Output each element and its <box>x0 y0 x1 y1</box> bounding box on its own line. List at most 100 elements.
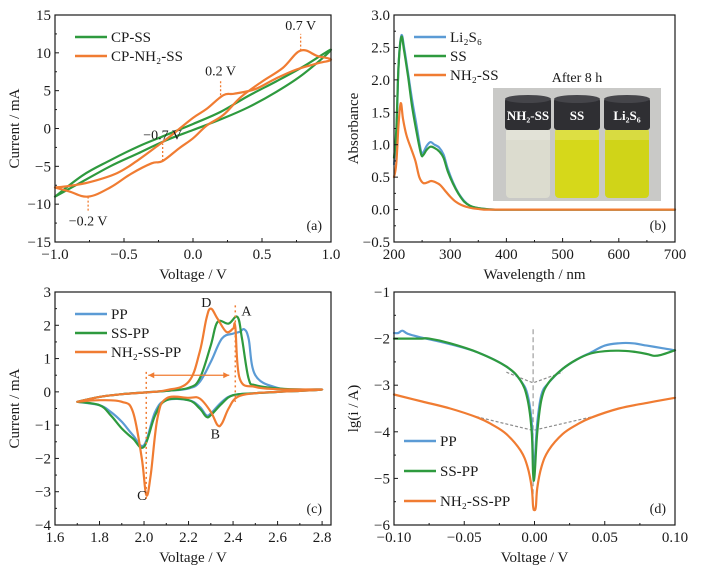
peak-label-d: D <box>201 296 211 311</box>
y-tick-label: −10 <box>28 197 51 213</box>
panel-d-marks <box>392 329 677 512</box>
vial-liquid <box>605 128 649 198</box>
legend-label: PP <box>440 434 457 450</box>
series-line-ss-pp <box>392 337 677 482</box>
panel-c-cv-cells: A B C D 1.6 1.8 2.0 2.2 2.4 2.6 2.8 −4 −3 −2 −1 0 1 2 3 V… <box>7 285 332 566</box>
y-tick-label: −5 <box>35 159 51 175</box>
panel-b-inset-photo: After 8 h NH₂-SS SS Li₂S₆ <box>493 71 661 201</box>
panel-a-ylabel: Current / mA <box>7 88 23 168</box>
x-tick-label: −0.05 <box>447 530 482 546</box>
legend-label: Li₂S₆ <box>450 30 482 46</box>
series-line-cp-nh-ss <box>53 49 333 198</box>
legend-label: NH₂-SS <box>450 68 499 84</box>
x-tick-label: 1.0 <box>322 247 341 263</box>
panel-b-ylabel: Absorbance <box>346 92 362 164</box>
vial-glass-highlight <box>555 128 599 140</box>
panel-c-xlabel: Voltage / V <box>159 550 227 566</box>
panel-c-ylabel: Current / mA <box>7 368 23 448</box>
panel-b-xlabel: Wavelength / nm <box>483 267 585 283</box>
y-tick-label: −3 <box>374 378 390 394</box>
legend-label: SS <box>450 49 467 65</box>
vial-cap-top <box>554 95 600 103</box>
panel-a-ticks: −1.0 −0.5 0.0 0.5 1.0 −15 −10 −5 0 5 10 15 <box>28 8 341 263</box>
panel-a-marks: 0.7 V 0.2 V −0.7 V −0.2 V <box>53 19 333 230</box>
arrow-head-left-icon <box>148 372 155 379</box>
panel-a-legend: CP-SS CP-NH₂-SS <box>75 30 183 65</box>
x-tick-label: 200 <box>383 247 406 263</box>
x-tick-label: 0.00 <box>521 530 547 546</box>
series-line-nh-ss-pp <box>392 393 677 512</box>
panel-c-label: (c) <box>306 502 322 517</box>
x-tick-label: −0.10 <box>377 530 412 546</box>
y-tick-label: 15 <box>36 8 51 24</box>
x-tick-label: 1.8 <box>90 530 109 546</box>
y-tick-label: −0.5 <box>363 235 390 251</box>
panel-a-frame <box>54 14 332 243</box>
y-tick-label: −3 <box>35 485 51 501</box>
y-tick-label: −6 <box>374 518 390 534</box>
y-tick-label: 1 <box>44 352 52 368</box>
panel-c-legend: PP SS-PP NH₂-SS-PP <box>75 307 181 361</box>
panel-b-marks <box>392 33 677 211</box>
vial-li-s-: Li₂S₆ <box>604 95 650 198</box>
vial-cap <box>505 98 551 130</box>
peak-label-b: B <box>211 427 220 442</box>
panel-a-xlabel: Voltage / V <box>159 267 227 283</box>
y-tick-label: −1 <box>374 285 390 301</box>
legend-label: PP <box>111 307 128 323</box>
y-tick-label: 0.0 <box>371 203 390 219</box>
y-tick-label: 10 <box>36 46 51 62</box>
panel-c-ticks: 1.6 1.8 2.0 2.2 2.4 2.6 2.8 −4 −3 −2 −1 0 1 2 3 <box>35 285 331 546</box>
inset-title: After 8 h <box>552 71 603 86</box>
panel-d-label: (d) <box>650 502 667 517</box>
x-tick-label: −1.0 <box>41 247 68 263</box>
vial-cap-top <box>604 95 650 103</box>
panel-b-ticks: 200 300 400 500 600 700 −0.5 0.0 0.5 1.0 1.5 2.0 2.5… <box>363 8 686 263</box>
vial-liquid <box>555 128 599 198</box>
peak-annotation: 0.2 V <box>205 64 236 79</box>
vial-nh-ss: NH₂-SS <box>505 95 551 198</box>
x-tick-label: 300 <box>439 247 462 263</box>
x-tick-label: 400 <box>495 247 518 263</box>
x-tick-label: 0.5 <box>253 247 272 263</box>
tafel-extrapolation-line <box>471 414 598 432</box>
y-tick-label: 0.5 <box>371 170 390 186</box>
x-tick-label: 2.2 <box>179 530 198 546</box>
peak-annotation: 0.7 V <box>285 19 316 34</box>
y-tick-label: −4 <box>374 425 390 441</box>
vial-label: NH₂-SS <box>507 108 549 123</box>
peak-annotation: −0.7 V <box>143 129 182 144</box>
x-tick-label: 0.05 <box>592 530 618 546</box>
vial-label: SS <box>570 108 584 123</box>
panel-d-xlabel: Voltage / V <box>501 550 569 566</box>
legend-label: NH₂-SS-PP <box>111 345 181 361</box>
legend-label: CP-SS <box>111 30 151 46</box>
panel-d-frame <box>393 291 676 526</box>
panel-b-legend: Li₂S₆ SS NH₂-SS <box>414 30 499 84</box>
x-tick-label: 2.6 <box>268 530 287 546</box>
y-tick-label: 1.0 <box>371 138 390 154</box>
y-tick-label: −1 <box>35 418 51 434</box>
panel-d-ticks: −0.10 −0.05 0.00 0.05 0.10 −6 −5 −4 −3 −2 −1 <box>374 285 688 546</box>
series-line-nh-ss <box>392 102 677 211</box>
y-tick-label: 0 <box>44 385 52 401</box>
panel-a-label: (a) <box>306 219 322 234</box>
vial-label: Li₂S₆ <box>613 108 640 123</box>
y-tick-label: 2.0 <box>371 73 390 89</box>
legend-label: NH₂-SS-PP <box>440 494 510 510</box>
y-tick-label: −4 <box>35 518 51 534</box>
y-tick-label: 1.5 <box>371 105 390 121</box>
arrow-head-right-icon <box>223 372 230 379</box>
x-tick-label: 700 <box>664 247 687 263</box>
vial-liquid <box>506 128 550 198</box>
panel-d-tafel: −0.10 −0.05 0.00 0.05 0.10 −6 −5 −4 −3 −2 −1 Volta… <box>346 285 688 566</box>
panel-c-marks: A B C D <box>76 296 324 504</box>
x-tick-label: 0.0 <box>184 247 203 263</box>
x-tick-label: 500 <box>551 247 574 263</box>
panel-a-cv-symmetric-cell: 0.7 V 0.2 V −0.7 V −0.2 V −1.0 −0.5 0.0 0.5 1.0… <box>7 8 340 283</box>
series-line-nh-ss-pp <box>76 307 324 497</box>
panel-b-uv-vis: After 8 h NH₂-SS SS Li₂S₆ 200 300 400 500 600 7… <box>346 8 686 283</box>
vial-glass-highlight <box>605 128 649 140</box>
vial-ss: SS <box>554 95 600 198</box>
